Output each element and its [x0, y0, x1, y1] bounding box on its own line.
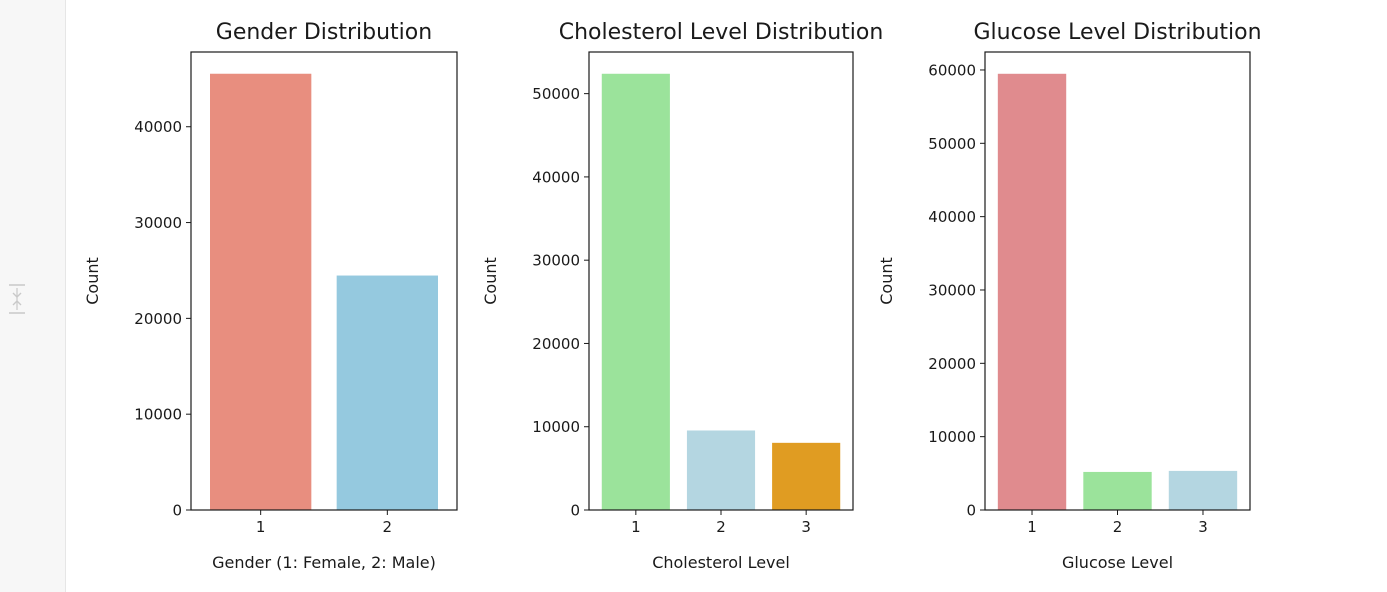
y-axis-label: Count — [83, 257, 102, 305]
chart-title: Glucose Level Distribution — [973, 20, 1261, 45]
bar-1 — [997, 73, 1067, 511]
y-tick-label: 60000 — [928, 61, 976, 79]
x-tick-label: 2 — [383, 518, 393, 536]
y-tick-label: 10000 — [532, 418, 580, 436]
collapse-output-icon[interactable] — [6, 283, 28, 315]
y-axis-label: Count — [481, 257, 500, 305]
y-tick-label: 50000 — [928, 135, 976, 153]
y-tick-label: 50000 — [532, 85, 580, 103]
bar-2 — [1083, 471, 1152, 510]
x-tick-label: 3 — [1198, 518, 1208, 536]
y-tick-label: 0 — [570, 502, 580, 520]
x-axis-label: Glucose Level — [1062, 553, 1173, 572]
axes-frame — [588, 51, 854, 511]
y-tick-label: 0 — [172, 502, 182, 520]
y-tick-label: 40000 — [928, 208, 976, 226]
x-axis-label: Cholesterol Level — [652, 553, 790, 572]
y-tick-label: 40000 — [532, 168, 580, 186]
y-axis-label: Count — [877, 257, 896, 305]
x-tick-label: 1 — [1027, 518, 1037, 536]
x-tick-label: 1 — [631, 518, 641, 536]
bar-3 — [1168, 470, 1238, 510]
x-tick-label: 3 — [801, 518, 811, 536]
y-tick-label: 10000 — [134, 406, 182, 424]
bar-3 — [772, 442, 841, 510]
chart-2: 1 2 3 0 10000 20000 30000 40000 50000 Cholesterol… — [481, 20, 883, 572]
y-tick-label: 30000 — [532, 252, 580, 270]
y-tick-label: 30000 — [928, 281, 976, 299]
axes-frame — [190, 51, 458, 511]
y-tick-label: 20000 — [134, 310, 182, 328]
bar-2 — [686, 430, 756, 510]
y-tick-label: 30000 — [134, 214, 182, 232]
y-tick-label: 10000 — [928, 428, 976, 446]
x-tick-label: 1 — [256, 518, 266, 536]
x-axis-label: Gender (1: Female, 2: Male) — [212, 553, 436, 572]
x-tick-label: 2 — [1113, 518, 1123, 536]
axes-frame — [984, 51, 1251, 511]
bar-2 — [336, 275, 438, 510]
x-tick-label: 2 — [716, 518, 726, 536]
chart-title: Cholesterol Level Distribution — [559, 20, 884, 45]
chart-3: 1 2 3 0 10000 20000 30000 40000 50000 60000 Glucos… — [877, 20, 1262, 572]
y-tick-label: 20000 — [928, 355, 976, 373]
y-tick-label: 0 — [966, 502, 976, 520]
chart-1: 1 2 0 10000 20000 30000 40000 Gender Distributi… — [83, 20, 458, 572]
bar-1 — [210, 73, 312, 510]
y-tick-label: 40000 — [134, 118, 182, 136]
output-gutter — [0, 0, 66, 592]
bar-1 — [601, 73, 670, 510]
chart-title: Gender Distribution — [216, 20, 432, 45]
y-tick-label: 20000 — [532, 335, 580, 353]
